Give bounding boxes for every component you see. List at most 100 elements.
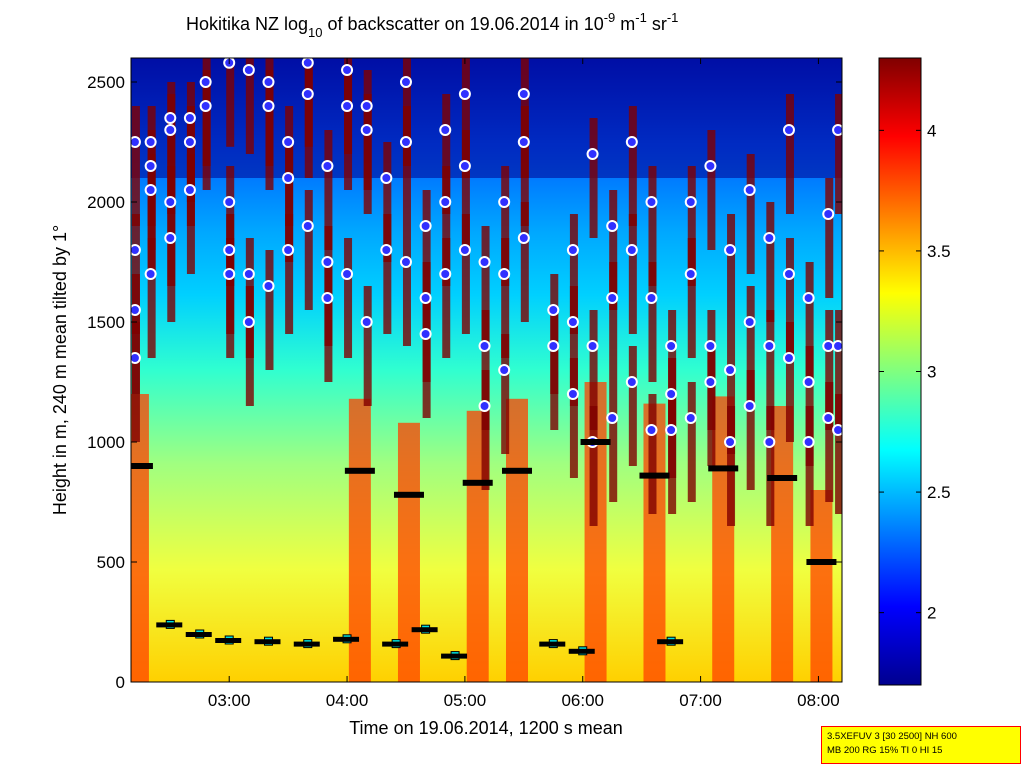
heatmap-cloud-streak [628,106,637,226]
heatmap-cloud-streak [304,58,313,147]
surface-layer-line [156,622,183,628]
heatmap-cloud-streak [285,214,294,334]
heatmap-cloud-streak [648,394,657,514]
surface-layer-line [185,632,212,637]
title-unit-sr: sr [647,14,667,34]
heatmap-area [131,58,842,682]
heatmap-cloud-streak [589,406,598,526]
heatmap-cloud-streak [461,214,470,334]
cloud-base-marker [704,376,717,388]
cloud-base-marker [478,256,491,268]
x-axis: 03:00 04:00 05:00 06:00 07:00 08:00 [208,58,840,710]
plot-frame [130,57,843,683]
heatmap-cloud-streak [609,262,618,382]
heatmap-cloud-streak [835,94,842,214]
y-axis-label: Height in m, 240 m mean tilted by 1° [50,225,70,515]
heatmap-cloud-streak [628,214,637,334]
cloud-base-marker [321,292,334,304]
heatmap-cloud-streak [167,82,176,202]
title-prefix: Hokitika NZ log [186,14,308,34]
surface-layer-line [568,648,595,654]
y-tick-label: 1000 [87,433,125,452]
cloud-base-marker [606,292,619,304]
cloud-base-marker [802,292,815,304]
cloud-base-marker [645,292,658,304]
cloud-base-marker [419,328,432,340]
cloud-base-marker [586,340,599,352]
heatmap-cloud-streak [131,106,140,226]
cloud-base-marker [199,100,212,112]
cloud-base-marker [832,124,842,136]
cloud-base-marker [586,148,599,160]
x-tick-label: 05:00 [444,691,487,710]
surface-layer-line [333,636,360,642]
colorbar: 2 2.5 3 3.5 4 [878,57,951,686]
cloud-base-marker [439,196,452,208]
heatmap-cloud-streak [324,130,333,250]
heatmap-cloud-streak [707,130,716,250]
cloud-base-marker [131,136,141,148]
cloud-base-marker [645,424,658,436]
heatmap-cloud-streak [746,370,755,490]
colorbar-tick-label: 2.5 [927,483,951,502]
cloud-base-marker [724,244,737,256]
heatmap-cloud-streak [520,58,529,178]
heatmap-cloud-streak [835,394,842,514]
cloud-base-marker [743,316,756,328]
heatmap-cloud-streak [766,310,775,430]
cloud-base-marker [547,340,560,352]
cloud-base-marker [782,352,795,364]
heatmap-cloud-streak [461,130,470,250]
title-sub: 10 [308,25,322,40]
cloud-base-marker [458,88,471,100]
cloud-base-marker [242,64,255,76]
cloud-base-marker [183,136,196,148]
cloud-base-marker [282,136,295,148]
heatmap-cloud-streak [707,310,716,430]
cloud-base-marker [262,100,275,112]
info-line-1: 3.5XEFUV 3 [30 2500] NH 600 [827,731,957,742]
heatmap-cloud-streak [648,262,657,382]
cloud-base-marker [282,244,295,256]
cloud-base-marker [131,244,141,256]
cloud-base-marker [458,244,471,256]
heatmap-cloud-streak [746,286,755,406]
heatmap-cloud-streak [344,58,353,154]
heatmap-cloud-streak [422,262,431,382]
cloud-base-marker [399,76,412,88]
heatmap-cloud-streak [147,238,156,358]
heatmap-cloud-streak [481,226,490,346]
info-line-2: MB 200 RG 15% TI 0 HI 15 [827,745,943,756]
cloud-base-marker [144,184,157,196]
cloud-base-marker [223,196,236,208]
cloud-base-marker [625,376,638,388]
heatmap-cloud-streak [324,226,333,346]
heatmap-cloud-streak [569,286,578,406]
heatmap-cloud-streak [589,310,598,430]
cloud-base-marker [144,268,157,280]
cloud-base-marker [242,316,255,328]
heatmap-cloud-streak [805,346,814,466]
heatmap-cloud-streak [481,310,490,430]
cloud-base-marker [724,364,737,376]
heatmap-cloud-streak [609,190,618,310]
cloud-base-marker [321,160,334,172]
cloud-base-marker [517,88,530,100]
heatmap-cloud-streak [131,214,140,334]
heatmap-cloud-streak [727,214,736,334]
heatmap-cloud-streak [442,238,451,358]
surface-layer-line [441,653,468,659]
cloud-base-marker [517,232,530,244]
cloud-base-marker [360,316,373,328]
cloud-base-marker [360,124,373,136]
cloud-base-marker [380,244,393,256]
heatmap-cloud-streak [835,310,842,430]
cloud-base-marker [606,220,619,232]
surface-layer-line [657,639,684,645]
heatmap-cloud-streak [687,166,696,286]
cloud-base-marker [566,316,579,328]
mixing-layer-marker [393,491,424,498]
cloud-base-marker [164,196,177,208]
mixing-layer-marker [580,439,611,445]
cloud-base-marker [498,196,511,208]
